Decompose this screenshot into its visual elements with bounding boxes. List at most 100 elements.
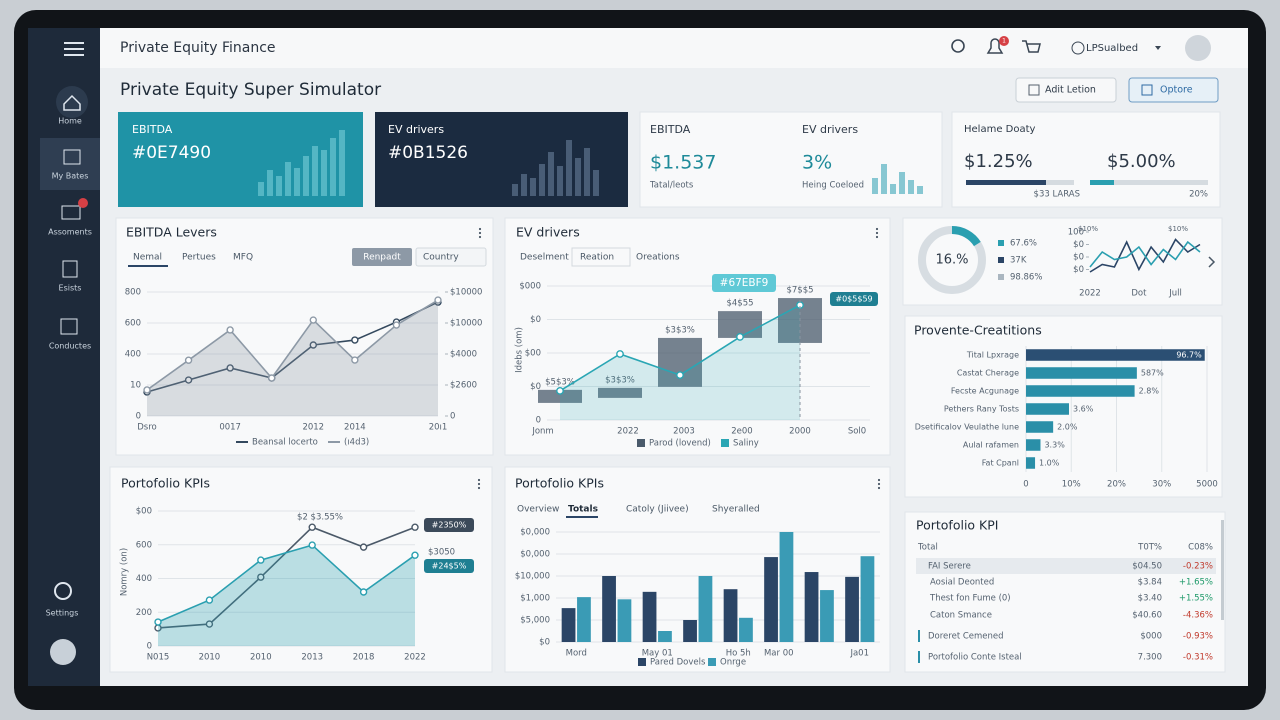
table-cell: Portofolio Conte Isteal xyxy=(928,653,1022,663)
cart-icon[interactable] xyxy=(1022,40,1041,53)
more-icon xyxy=(477,482,481,486)
y-tick-label: $0 xyxy=(1073,265,1084,275)
bar xyxy=(1026,403,1069,415)
card-decoration xyxy=(512,184,518,196)
table-cell: Caton Smance xyxy=(930,611,992,621)
tab-box xyxy=(571,247,631,267)
point xyxy=(309,316,317,324)
tab[interactable]: Catoly (Jiivee) xyxy=(626,505,689,515)
legend-label: Beansal locerto xyxy=(252,438,318,448)
point xyxy=(736,333,744,341)
nav-label[interactable]: Settings xyxy=(46,609,79,618)
tab[interactable]: Deselment xyxy=(520,253,569,263)
user-name[interactable]: LPSualbed xyxy=(1086,43,1138,54)
card-decoration xyxy=(530,178,536,196)
table-title: Portofolio KPI xyxy=(916,518,998,533)
bates-icon[interactable] xyxy=(63,149,81,165)
legend-label: Onrge xyxy=(720,658,746,668)
table-cell: -0.31% xyxy=(1183,653,1213,663)
home-icon[interactable] xyxy=(56,86,88,118)
card-label: EBITDA xyxy=(650,123,691,136)
settings-icon[interactable] xyxy=(54,582,72,600)
tab[interactable]: MFQ xyxy=(233,253,253,263)
esists-icon[interactable] xyxy=(62,260,78,278)
tab[interactable]: Nemal xyxy=(133,253,162,263)
bar-label: 3.3% xyxy=(1044,441,1065,450)
bar xyxy=(1026,421,1054,433)
tab[interactable]: Overview xyxy=(517,505,559,515)
point xyxy=(411,551,419,559)
x-tick-label: Ho 5h xyxy=(726,649,751,659)
axis-title: Idebs (om) xyxy=(515,327,525,373)
action-button[interactable] xyxy=(1015,77,1117,103)
point xyxy=(309,341,317,349)
bar-label: 3.6% xyxy=(1073,405,1094,414)
card-decoration xyxy=(303,156,309,196)
tab[interactable]: Reation xyxy=(580,253,614,263)
point xyxy=(257,556,265,564)
y-tick-label: $0 xyxy=(1073,253,1084,263)
card-value: #0E7490 xyxy=(132,143,211,163)
conductes-icon[interactable] xyxy=(60,318,78,335)
user-icon[interactable] xyxy=(1071,41,1085,55)
nav-label[interactable]: Home xyxy=(58,117,82,126)
kpi-card xyxy=(951,111,1221,208)
profile-avatar[interactable] xyxy=(1185,35,1211,61)
options-button[interactable] xyxy=(1128,77,1219,103)
top-bar xyxy=(28,28,1248,68)
avatar[interactable] xyxy=(50,639,76,665)
table-cell: Aosial Deonted xyxy=(930,578,994,588)
search-icon[interactable] xyxy=(951,39,965,53)
table-cell: $3.40 xyxy=(1138,594,1162,604)
panel-title: Portofolio KPIs xyxy=(121,476,210,491)
notification-badge xyxy=(999,36,1009,46)
annotation-box xyxy=(712,274,776,292)
action-label[interactable]: Adit Letion xyxy=(1045,85,1096,96)
assoments-icon[interactable] xyxy=(61,205,81,220)
tab[interactable]: Shyeralled xyxy=(712,505,760,515)
bar xyxy=(1026,439,1041,451)
y-tick-label: $0 xyxy=(1073,240,1084,250)
nav-label[interactable]: Conductes xyxy=(49,342,91,351)
nav-label[interactable]: Esists xyxy=(59,284,82,293)
control[interactable] xyxy=(352,248,412,266)
nav-label[interactable]: Assoments xyxy=(48,228,92,237)
x-tick-label: N015 xyxy=(147,653,170,663)
series-area xyxy=(158,545,415,646)
more-icon xyxy=(877,478,881,482)
control[interactable] xyxy=(415,247,487,267)
bar xyxy=(723,589,738,642)
x-tick-label: Dot xyxy=(1131,289,1147,299)
x-tick-label: 2018 xyxy=(353,653,375,663)
card-value: #0B1526 xyxy=(388,143,468,163)
app-title: Private Equity Finance xyxy=(120,40,276,56)
x-tick-label: Sol0 xyxy=(848,427,866,437)
tab[interactable]: Totals xyxy=(568,505,598,515)
control-label: Renpadt xyxy=(363,253,401,263)
tab[interactable]: Pertues xyxy=(182,253,216,263)
card-decoration xyxy=(539,164,545,196)
bar xyxy=(561,608,576,642)
bar xyxy=(820,590,834,642)
card-decoration xyxy=(899,172,905,194)
bell-icon[interactable] xyxy=(986,38,1004,54)
card-note: $33 LARAS xyxy=(1034,190,1080,200)
table-cell: -4.36% xyxy=(1183,611,1213,621)
point xyxy=(268,374,276,382)
table-cell: $000 xyxy=(1140,632,1162,642)
point xyxy=(556,386,564,395)
panel xyxy=(904,511,1226,673)
y-tick-label: $00 xyxy=(136,507,152,517)
x-tick-label: 2012 xyxy=(302,423,324,433)
home-glyph xyxy=(63,94,81,111)
annotation: $10% xyxy=(1078,225,1098,233)
nav-label[interactable]: My Bates xyxy=(52,172,89,181)
menu-icon[interactable] xyxy=(64,42,84,56)
next-arrow[interactable] xyxy=(1208,256,1216,268)
action-label[interactable]: Optore xyxy=(1160,85,1193,96)
x-tick-label: 20ı1 xyxy=(429,423,448,433)
table-cell: 7.300 xyxy=(1138,653,1162,663)
bar xyxy=(1026,385,1135,397)
tab[interactable]: Oreations xyxy=(636,253,680,263)
y-tick-label: $5,000 xyxy=(520,616,550,626)
